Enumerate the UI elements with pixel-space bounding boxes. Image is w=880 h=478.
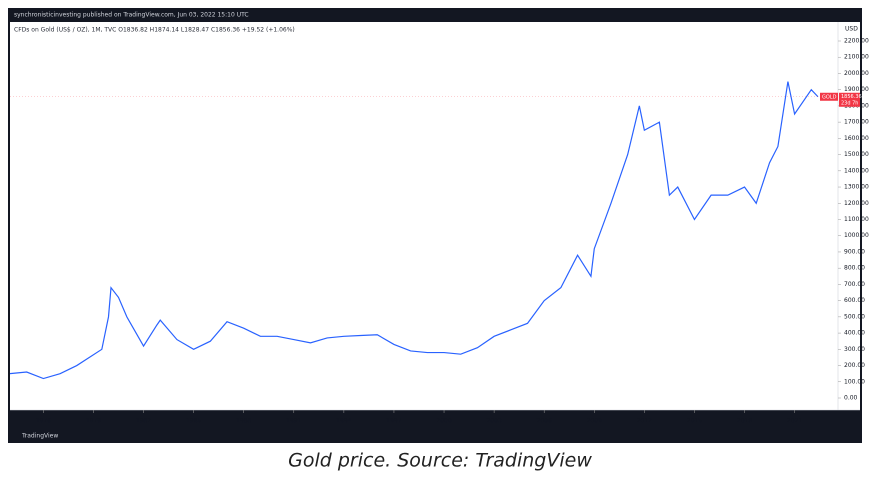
y-tick-label: 900.00 bbox=[844, 248, 865, 255]
y-tick-label: 1400.00 bbox=[844, 167, 869, 174]
x-tick-label: 2000 bbox=[436, 418, 451, 425]
y-tick-label: 500.00 bbox=[844, 313, 865, 320]
symbol-badge bbox=[820, 92, 838, 101]
y-tick-label: 200.00 bbox=[844, 362, 865, 369]
x-tick-label: 1997 bbox=[386, 418, 401, 425]
y-tick-label: 100.00 bbox=[844, 378, 865, 385]
x-tick-label: 2015 bbox=[687, 418, 702, 425]
x-tick-label: 2021 bbox=[787, 418, 802, 425]
x-tick-label: 2009 bbox=[587, 418, 602, 425]
y-tick-label: 2100.00 bbox=[844, 54, 869, 61]
caption: Gold price. Source: TradingView bbox=[288, 450, 592, 472]
header: synchronisticinvesting published on Trad… bbox=[14, 12, 249, 19]
y-tick-label: 700.00 bbox=[844, 281, 865, 288]
price-line bbox=[9, 81, 819, 380]
y-tick-label: 1700.00 bbox=[844, 119, 869, 126]
x-tick-label: 1979 bbox=[86, 418, 101, 425]
y-tick-label: 800.00 bbox=[844, 265, 865, 272]
y-tick-label: 1600.00 bbox=[844, 135, 869, 142]
x-tick-label: 1985 bbox=[186, 418, 201, 425]
y-tick-label: 600.00 bbox=[844, 297, 865, 304]
y-tick-label: 300.00 bbox=[844, 346, 865, 353]
x-tick-label: 2006 bbox=[537, 418, 552, 425]
y-tick-label: 1300.00 bbox=[844, 184, 869, 191]
y-tick-label: 2000.00 bbox=[844, 70, 869, 77]
y-tick-label: 0.00 bbox=[844, 395, 858, 402]
x-tick-label: 2018 bbox=[737, 418, 752, 425]
y-tick-label: 2200.00 bbox=[844, 38, 869, 45]
x-tick-label: 1994 bbox=[336, 418, 351, 425]
y-tick-label: 1000.00 bbox=[844, 232, 869, 239]
brand: TradingView bbox=[21, 433, 58, 440]
y-tick-label: 1500.00 bbox=[844, 151, 869, 158]
plot-panel bbox=[10, 22, 860, 410]
legend: CFDs on Gold (US$ / OZ), 1M, TVC O1836.8… bbox=[14, 27, 295, 34]
x-tick-label: 1982 bbox=[136, 418, 151, 425]
y-tick-label: 1100.00 bbox=[844, 216, 869, 223]
y-tick-label: 400.00 bbox=[844, 330, 865, 337]
x-tick-label: 1988 bbox=[236, 418, 251, 425]
x-tick-label: 2003 bbox=[486, 418, 501, 425]
symbol-label: GOLD bbox=[822, 94, 837, 100]
x-tick-label: 1976 bbox=[36, 418, 51, 425]
x-tick-label: 2012 bbox=[637, 418, 652, 425]
countdown-label: 23d 7h bbox=[841, 100, 858, 106]
y-unit: USD bbox=[845, 26, 858, 33]
x-tick-label: 1991 bbox=[286, 418, 301, 425]
price-badge bbox=[839, 92, 860, 107]
y-tick-label: 1900.00 bbox=[844, 86, 869, 93]
price-label: 1856.36 bbox=[841, 94, 862, 100]
y-tick-label: 1200.00 bbox=[844, 200, 869, 207]
